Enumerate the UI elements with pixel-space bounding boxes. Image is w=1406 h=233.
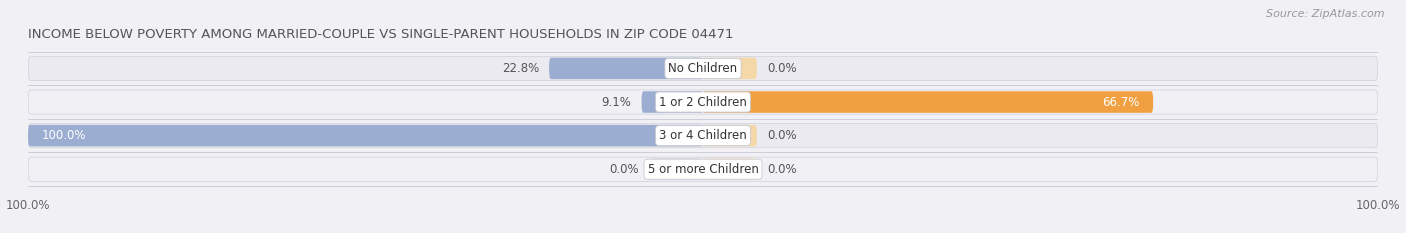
- FancyBboxPatch shape: [703, 91, 1153, 113]
- FancyBboxPatch shape: [28, 125, 703, 146]
- FancyBboxPatch shape: [703, 125, 756, 146]
- Text: 0.0%: 0.0%: [609, 163, 638, 176]
- Text: INCOME BELOW POVERTY AMONG MARRIED-COUPLE VS SINGLE-PARENT HOUSEHOLDS IN ZIP COD: INCOME BELOW POVERTY AMONG MARRIED-COUPL…: [28, 28, 734, 41]
- Text: No Children: No Children: [668, 62, 738, 75]
- Text: 1 or 2 Children: 1 or 2 Children: [659, 96, 747, 109]
- Text: 9.1%: 9.1%: [602, 96, 631, 109]
- Text: 0.0%: 0.0%: [768, 129, 797, 142]
- FancyBboxPatch shape: [550, 58, 703, 79]
- FancyBboxPatch shape: [28, 123, 1378, 148]
- Text: 5 or more Children: 5 or more Children: [648, 163, 758, 176]
- Text: 66.7%: 66.7%: [1102, 96, 1140, 109]
- Text: 0.0%: 0.0%: [768, 62, 797, 75]
- Text: 100.0%: 100.0%: [42, 129, 86, 142]
- Text: 0.0%: 0.0%: [768, 163, 797, 176]
- Text: 3 or 4 Children: 3 or 4 Children: [659, 129, 747, 142]
- FancyBboxPatch shape: [703, 158, 756, 180]
- FancyBboxPatch shape: [28, 56, 1378, 81]
- FancyBboxPatch shape: [641, 91, 703, 113]
- Text: Source: ZipAtlas.com: Source: ZipAtlas.com: [1267, 9, 1385, 19]
- FancyBboxPatch shape: [28, 157, 1378, 181]
- FancyBboxPatch shape: [703, 58, 756, 79]
- FancyBboxPatch shape: [650, 158, 703, 180]
- FancyBboxPatch shape: [28, 90, 1378, 114]
- Text: 22.8%: 22.8%: [502, 62, 538, 75]
